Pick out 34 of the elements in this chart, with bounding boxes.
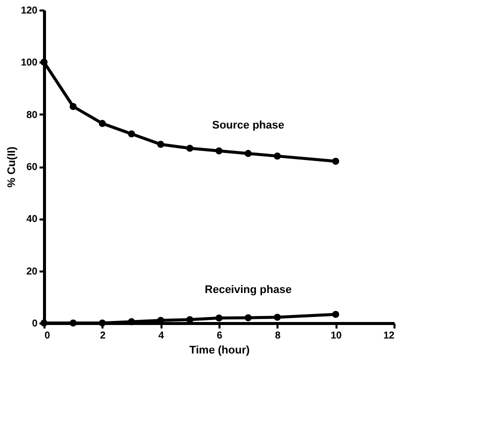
y-axis-title: % Cu(II) <box>6 146 18 188</box>
x-tick-label: 10 <box>330 330 342 342</box>
point <box>244 314 252 322</box>
y-tick-label: 40 <box>26 214 38 226</box>
point <box>157 140 164 148</box>
x-tick-label: 12 <box>383 330 395 342</box>
y-tick-label: 80 <box>26 110 38 121</box>
point <box>244 150 252 157</box>
x-tick-label: 6 <box>216 330 223 342</box>
x-tick-label: 0 <box>44 330 50 342</box>
point <box>274 314 281 321</box>
point <box>70 102 77 110</box>
point <box>128 130 136 138</box>
point <box>70 319 77 327</box>
series-label: Source phase <box>212 119 284 132</box>
point <box>332 310 340 318</box>
point <box>128 318 136 326</box>
y-tick-label: 20 <box>26 266 38 278</box>
y-tick-label: 0 <box>32 318 38 330</box>
y-tick-label: 100 <box>20 58 38 69</box>
point <box>98 319 106 327</box>
x-tick-label: 2 <box>100 330 106 342</box>
point <box>186 144 194 152</box>
x-tick-label: 8 <box>275 330 282 342</box>
point <box>274 152 281 160</box>
point <box>215 147 223 154</box>
point <box>98 120 106 127</box>
y-tick-label: 120 <box>20 6 38 16</box>
x-tick-label: 4 <box>158 330 164 342</box>
y-tick-label: 60 <box>26 162 38 173</box>
point <box>332 158 340 165</box>
series-label: Receiving phase <box>204 284 292 296</box>
x-axis-title: Time (hour) <box>189 344 250 356</box>
point <box>215 314 223 322</box>
